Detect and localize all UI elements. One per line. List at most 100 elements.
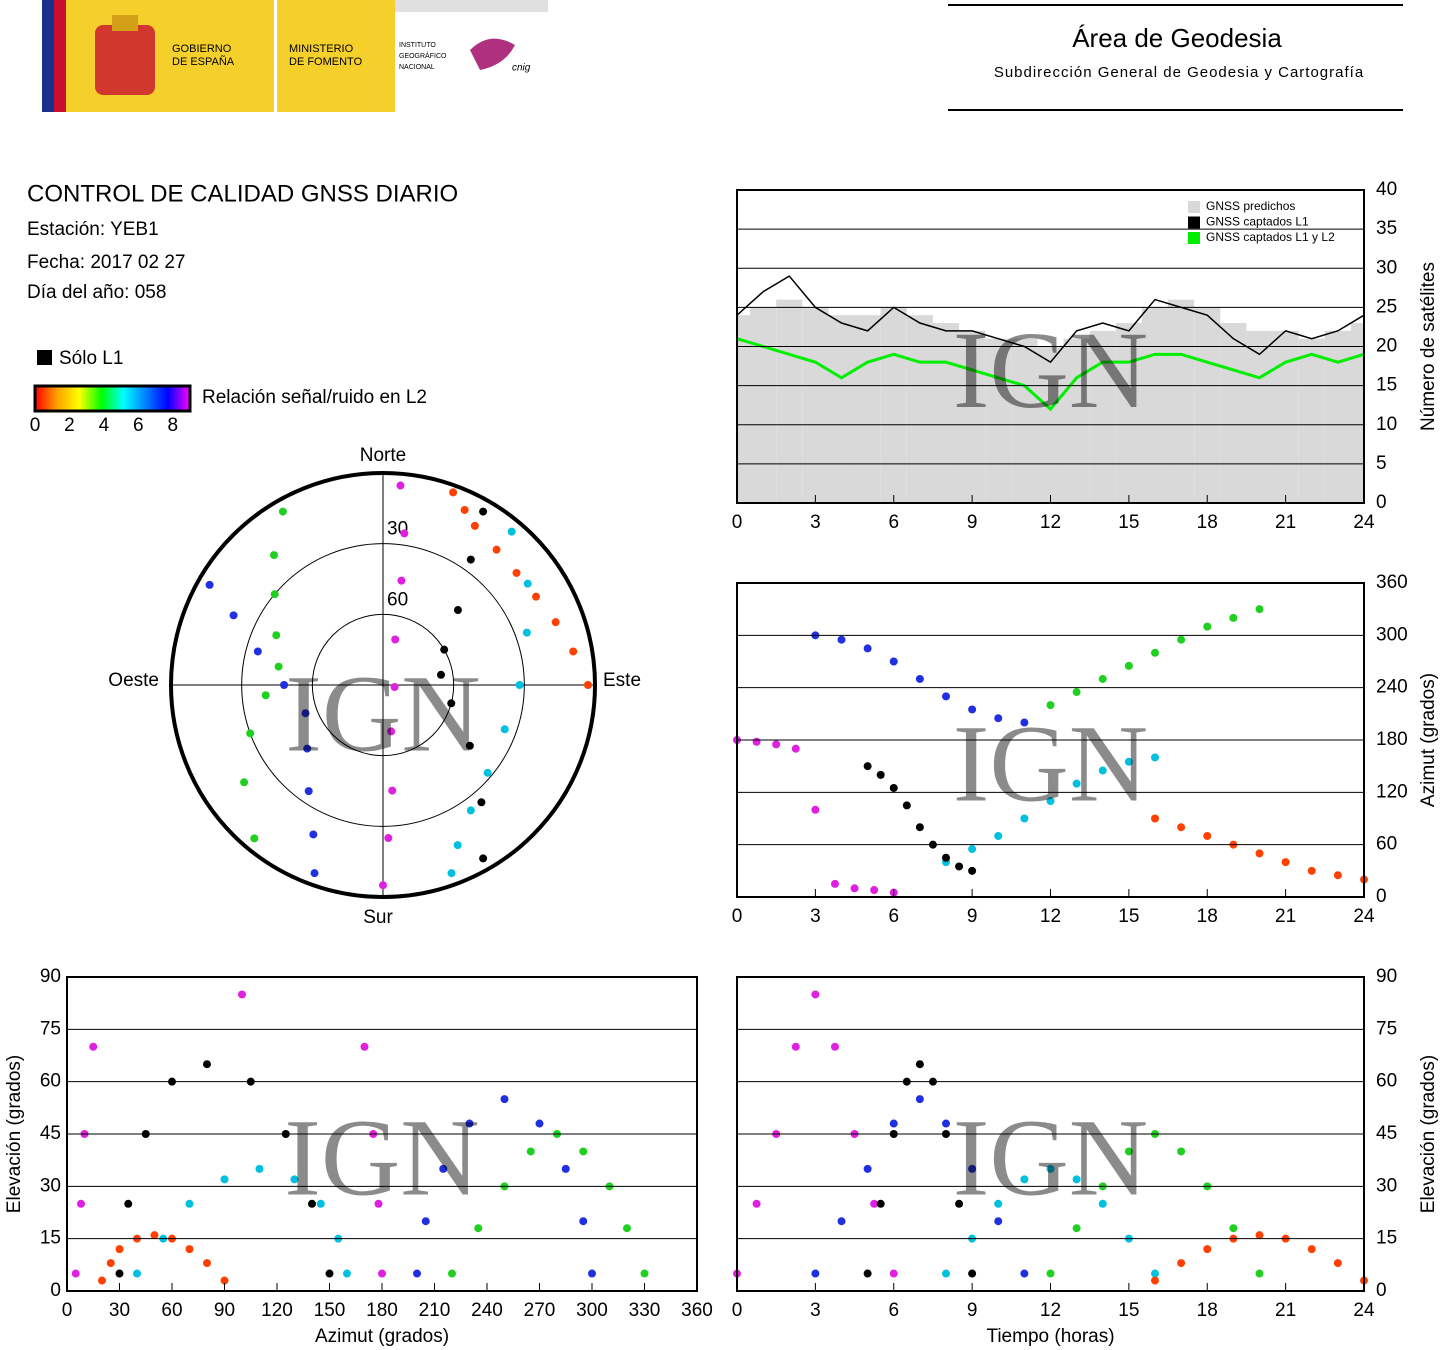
track-point bbox=[1151, 814, 1159, 823]
track-point bbox=[942, 692, 950, 701]
predicted-bar bbox=[1141, 307, 1169, 503]
track-point bbox=[303, 744, 312, 753]
track-point bbox=[466, 806, 475, 815]
institute-line: GEOGRÁFICO bbox=[399, 51, 447, 60]
area-title: Área de Geodesia bbox=[1072, 23, 1282, 53]
x-tick-label: 270 bbox=[524, 1300, 556, 1321]
track-point bbox=[942, 853, 950, 862]
track-point bbox=[374, 1199, 383, 1208]
track-point bbox=[863, 762, 872, 771]
track-point bbox=[185, 1245, 194, 1254]
track-point bbox=[968, 845, 977, 854]
track-point bbox=[772, 740, 781, 749]
track-point bbox=[1151, 648, 1159, 657]
track-point bbox=[272, 631, 281, 640]
track-point bbox=[77, 1199, 85, 1208]
x-tick-label: 12 bbox=[1040, 512, 1061, 533]
track-point bbox=[479, 507, 488, 516]
predicted-bar bbox=[750, 307, 777, 503]
track-point bbox=[994, 831, 1003, 840]
y-tick-label: 10 bbox=[1376, 414, 1397, 435]
track-point bbox=[1072, 688, 1081, 697]
y-tick-label: 60 bbox=[40, 1071, 61, 1092]
predicted-bar bbox=[802, 307, 829, 503]
track-point bbox=[830, 879, 839, 888]
track-point bbox=[280, 681, 289, 689]
track-point bbox=[994, 714, 1003, 723]
x-tick-label: 21 bbox=[1275, 906, 1296, 927]
direction-label: Este bbox=[603, 670, 641, 691]
legend-swatch bbox=[1188, 232, 1200, 244]
ministry-line: MINISTERIO bbox=[289, 43, 354, 55]
y-tick-label: 5 bbox=[1376, 453, 1387, 474]
track-point bbox=[791, 1042, 800, 1051]
colorbar-tick-label: 2 bbox=[64, 415, 75, 436]
track-point bbox=[1072, 1175, 1081, 1184]
track-point bbox=[270, 590, 279, 599]
track-point bbox=[301, 709, 310, 718]
direction-label: Oeste bbox=[108, 670, 159, 691]
predicted-bar bbox=[1011, 338, 1038, 503]
y-tick-label: 60 bbox=[1376, 1071, 1397, 1092]
track-point bbox=[220, 1175, 229, 1184]
predicted-bar bbox=[1350, 323, 1364, 503]
predicted-bar bbox=[1063, 338, 1090, 503]
track-point bbox=[1124, 661, 1133, 670]
track-point bbox=[1046, 1164, 1055, 1173]
track-point bbox=[379, 881, 387, 890]
legend-swatch bbox=[37, 350, 52, 365]
track-point bbox=[623, 1224, 631, 1233]
track-point bbox=[583, 681, 592, 689]
x-tick-label: 18 bbox=[1197, 1300, 1218, 1321]
track-point bbox=[507, 527, 516, 536]
track-point bbox=[1151, 1269, 1159, 1278]
track-point bbox=[942, 1119, 950, 1128]
predicted-bar bbox=[932, 323, 960, 503]
track-point bbox=[876, 770, 885, 779]
track-point bbox=[863, 1164, 872, 1173]
track-point bbox=[474, 1224, 483, 1233]
x-tick-label: 90 bbox=[214, 1300, 235, 1321]
track-point bbox=[269, 551, 278, 560]
track-point bbox=[479, 854, 488, 863]
track-point bbox=[1177, 1147, 1186, 1156]
track-point bbox=[1098, 1199, 1107, 1208]
x-tick-label: 300 bbox=[576, 1300, 608, 1321]
x-axis-label: Azimut (grados) bbox=[315, 1326, 449, 1347]
y-tick-label: 300 bbox=[1376, 624, 1408, 645]
x-tick-label: 15 bbox=[1118, 1300, 1139, 1321]
track-point bbox=[436, 670, 445, 679]
track-point bbox=[889, 1269, 898, 1278]
track-point bbox=[205, 580, 214, 589]
gov-line: DE ESPAÑA bbox=[172, 55, 235, 68]
track-point bbox=[343, 1269, 351, 1278]
report-title: CONTROL DE CALIDAD GNSS DIARIO bbox=[27, 180, 458, 207]
day-of-year: Día del año: 058 bbox=[27, 282, 166, 303]
track-point bbox=[811, 990, 820, 999]
y-tick-label: 45 bbox=[1376, 1123, 1397, 1144]
track-point bbox=[579, 1147, 588, 1156]
track-point bbox=[388, 786, 397, 795]
track-point bbox=[1046, 1269, 1055, 1278]
sky-frame bbox=[169, 471, 597, 899]
track-point bbox=[465, 1119, 474, 1128]
track-point bbox=[1124, 757, 1133, 766]
track-point bbox=[1151, 1276, 1159, 1285]
track-point bbox=[915, 823, 924, 832]
track-point bbox=[876, 1199, 885, 1208]
track-point bbox=[203, 1259, 211, 1268]
track-point bbox=[290, 1175, 299, 1184]
track-point bbox=[1020, 1269, 1029, 1278]
track-point bbox=[512, 568, 521, 577]
y-tick-label: 30 bbox=[1376, 257, 1397, 278]
track-point bbox=[421, 1217, 430, 1226]
track-point bbox=[1151, 753, 1159, 762]
x-tick-label: 120 bbox=[261, 1300, 293, 1321]
gov-line: GOBIERNO bbox=[172, 43, 232, 55]
track-point bbox=[526, 1147, 535, 1156]
track-point bbox=[863, 1269, 872, 1278]
x-tick-label: 240 bbox=[471, 1300, 503, 1321]
track-point bbox=[640, 1269, 649, 1278]
track-point bbox=[1046, 701, 1055, 710]
track-point bbox=[203, 1060, 211, 1069]
